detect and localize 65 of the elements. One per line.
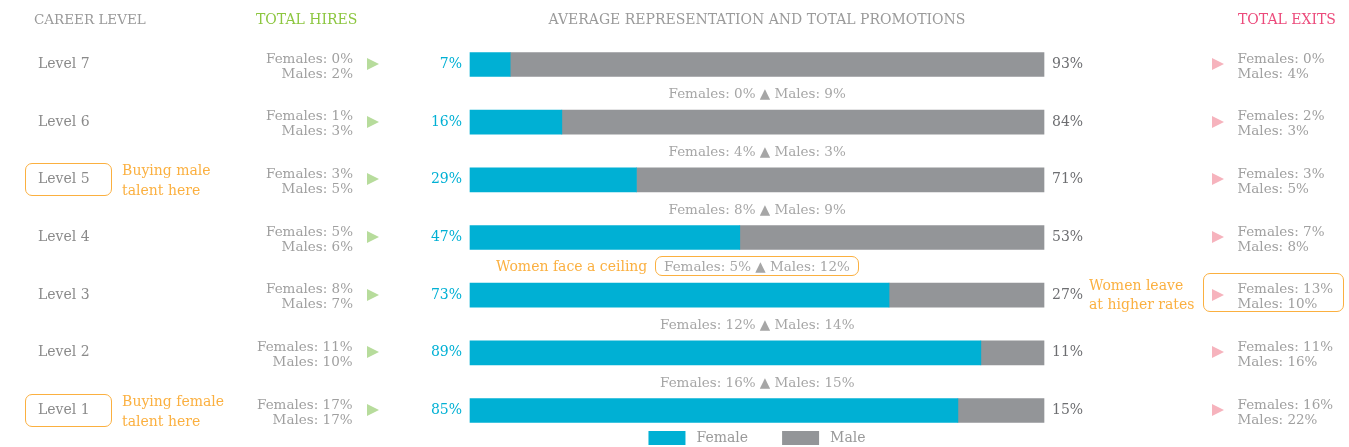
text: Females: 2% Males: 3%: [1237, 107, 1325, 139]
bar: [469, 398, 959, 423]
text: Females: 11% Males: 16%: [1237, 337, 1334, 369]
bar: [739, 225, 1045, 250]
bar: [980, 340, 1045, 366]
bar: [469, 109, 563, 135]
y-tick-label: Level 2: [38, 343, 90, 360]
data-label: 27%: [1052, 285, 1084, 302]
text: Females: 7% Males: 8%: [1237, 222, 1325, 254]
text: Females: 8% Males: 7%: [266, 280, 353, 312]
text: Females: 11% Males: 10%: [257, 337, 353, 369]
legend-label: Male: [830, 428, 866, 445]
data-label: 71%: [1052, 170, 1084, 187]
data-label: 85%: [430, 401, 462, 418]
y-tick-label: Level 7: [38, 55, 90, 72]
data-label: 29%: [430, 170, 462, 187]
text: Females: 5% Males: 6%: [266, 222, 353, 254]
y-tick-label: Level 3: [38, 285, 90, 302]
annotation: Females: 5% ▲ Males: 12%: [664, 257, 850, 276]
annotation: Females: 16% ▲ Males: 15%: [660, 372, 855, 391]
y-axis-title: CAREER LEVEL: [34, 11, 146, 27]
text: TOTAL EXITS: [1238, 11, 1336, 27]
text: Females: 16% Males: 22%: [1237, 395, 1334, 427]
y-tick-label: Level 6: [38, 112, 90, 129]
bar: [888, 282, 1045, 308]
y-tick-label: Level 4: [38, 228, 90, 245]
data-label: 89%: [430, 343, 462, 360]
bar: [509, 52, 1045, 77]
data-label: 93%: [1052, 55, 1084, 72]
text: Females: 13% Males: 10%: [1237, 280, 1334, 312]
data-label: 73%: [430, 285, 462, 302]
data-label: 53%: [1052, 228, 1084, 245]
text: Females: 1% Males: 3%: [266, 107, 353, 139]
text: Females: 17% Males: 17%: [257, 395, 353, 427]
text: Females: 0% Males: 4%: [1237, 49, 1325, 81]
data-label: 16%: [430, 112, 462, 129]
bar: [636, 167, 1045, 193]
data-label: 11%: [1052, 343, 1084, 360]
text: Females: 3% Males: 5%: [1237, 164, 1325, 196]
text: TOTAL HIRES: [256, 11, 358, 27]
annotation: Women face a ceiling: [496, 257, 648, 277]
data-label: 15%: [1052, 401, 1084, 418]
legend-label: Female: [696, 428, 749, 445]
annotation: Females: 4% ▲ Males: 3%: [668, 142, 846, 160]
bar: [469, 52, 511, 77]
bar: [561, 109, 1045, 135]
text: Buying male talent here: [122, 160, 212, 200]
annotation: Females: 12% ▲ Males: 14%: [660, 315, 855, 333]
bar: [469, 340, 982, 366]
text: Women leave at higher rates: [1089, 276, 1195, 315]
chart-title: AVERAGE REPRESENTATION AND TOTAL PROMOTIONS: [548, 11, 966, 27]
data-label: 7%: [439, 55, 462, 72]
bar: [957, 398, 1045, 423]
text: Buying female talent here: [122, 391, 226, 431]
bar: [469, 225, 741, 250]
bar: [469, 167, 637, 193]
annotation: Females: 0% ▲ Males: 9%: [668, 84, 846, 103]
text: Females: 0% Males: 2%: [266, 49, 353, 81]
annotation: Females: 8% ▲ Males: 9%: [668, 199, 846, 218]
data-label: 84%: [1052, 112, 1084, 129]
y-tick-label: Level 5: [38, 170, 90, 187]
text: Females: 3% Males: 5%: [266, 164, 353, 196]
data-label: 47%: [430, 228, 462, 245]
bar: [469, 282, 890, 308]
y-tick-label: Level 1: [38, 401, 90, 418]
